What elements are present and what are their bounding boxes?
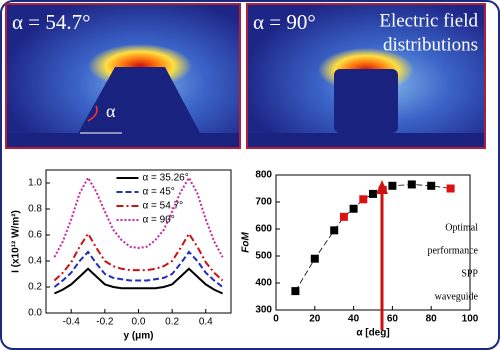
- y-tick-label: 1.0: [28, 178, 42, 189]
- intensity-chart: -0.4 -0.2 0.0 0.2 0.4 0.0 0.2 0.4 0.6 0.8 1.0 y (μm…: [11, 169, 232, 342]
- point: [407, 180, 416, 189]
- y-tick-label: 0.8: [28, 204, 42, 215]
- point: [359, 195, 368, 204]
- x-tick-label: -0.4: [63, 317, 81, 328]
- panel-label: α = 54.7°: [12, 10, 91, 34]
- point: [427, 181, 436, 190]
- substrate: [248, 133, 484, 147]
- y-tick-label: 0.6: [28, 230, 42, 241]
- point: [446, 184, 455, 193]
- x-tick-label: 40: [348, 314, 360, 325]
- annotation-line: Optimal: [445, 222, 478, 233]
- point: [369, 189, 377, 198]
- line-series: [53, 250, 224, 288]
- y-tick-label: 500: [255, 251, 272, 262]
- point: [339, 212, 348, 221]
- panel-label: α = 90°: [253, 10, 316, 34]
- y-tick-label: 0.4: [28, 256, 42, 267]
- annotation: Optimal performance SPP waveguide: [427, 222, 478, 302]
- x-tick-label: 80: [426, 314, 438, 325]
- x-tick-label: 0: [273, 314, 279, 325]
- legend-label: α = 90°: [143, 215, 175, 226]
- x-tick-label: -0.2: [96, 317, 114, 328]
- x-tick-label: 0.4: [199, 317, 213, 328]
- line-series: [53, 267, 224, 295]
- waveguide: [78, 67, 200, 133]
- point: [330, 226, 339, 235]
- field-panel: α = 54.7° α: [5, 3, 241, 149]
- x-axis-label: y (μm): [123, 331, 153, 342]
- arrow-head: [376, 180, 388, 194]
- x-tick-label: 0.0: [132, 317, 146, 328]
- x-tick-label: 0.2: [165, 317, 179, 328]
- y-tick-label: 300: [255, 305, 272, 316]
- y-tick-label: 0.0: [28, 308, 42, 319]
- connector: [295, 184, 451, 292]
- point: [291, 287, 300, 296]
- point: [349, 204, 358, 213]
- legend-label: α = 45°: [143, 187, 175, 198]
- annotation-line: performance: [427, 245, 478, 256]
- fom-chart: 0 20 40 60 80 100 300 400 500 600 700 800 α [deg] FoM: [241, 170, 479, 339]
- legend-label: α = 35.26°: [143, 173, 189, 184]
- angle-arc: [87, 105, 98, 122]
- point: [388, 181, 397, 190]
- y-axis-label: I (x10¹² W/m²): [11, 210, 22, 273]
- legend-label: α = 54.7°: [143, 201, 184, 212]
- point: [310, 254, 319, 263]
- line-series: [53, 231, 224, 282]
- y-tick-label: 600: [255, 224, 272, 235]
- annotation-line: waveguide: [435, 291, 479, 302]
- field-panel: α = 90° Electric field distributions: [246, 3, 486, 149]
- plot-frame: [275, 174, 471, 311]
- x-axis-label: α [deg]: [356, 328, 389, 339]
- x-tick-label: 100: [462, 314, 479, 325]
- x-tick-label: 60: [387, 314, 399, 325]
- annotation-line: SPP: [461, 268, 478, 279]
- waveguide: [334, 69, 398, 133]
- line-series: [53, 175, 224, 258]
- y-tick-label: 700: [255, 197, 272, 208]
- y-axis-label: FoM: [241, 232, 252, 253]
- y-tick-label: 800: [255, 170, 272, 181]
- y-tick-label: 400: [255, 278, 272, 289]
- caption: distributions: [383, 34, 478, 55]
- caption: Electric field: [379, 10, 478, 31]
- y-tick-label: 0.2: [28, 282, 42, 293]
- x-tick-label: 20: [309, 314, 321, 325]
- angle-label: α: [106, 101, 116, 121]
- substrate: [7, 133, 239, 147]
